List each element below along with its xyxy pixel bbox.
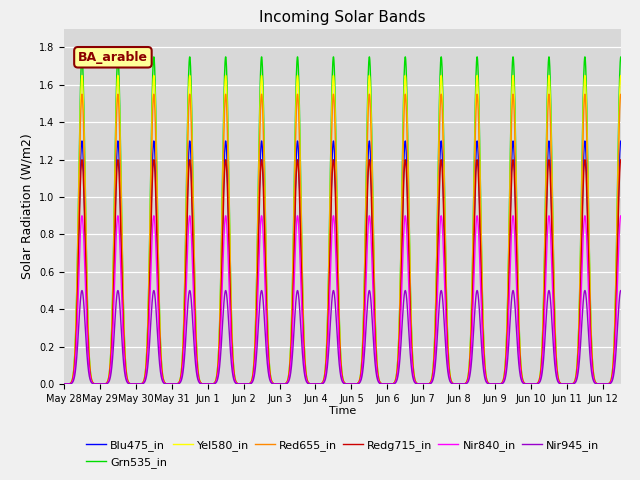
Blu475_in bbox=[318, 381, 326, 386]
Nir945_in bbox=[60, 381, 68, 387]
Nir945_in bbox=[209, 381, 217, 387]
Redg715_in bbox=[318, 381, 326, 386]
Nir945_in bbox=[78, 288, 86, 293]
Blu475_in bbox=[635, 381, 640, 387]
Nir945_in bbox=[237, 381, 244, 387]
Red655_in bbox=[318, 381, 326, 386]
Red655_in bbox=[561, 381, 569, 387]
Blu475_in bbox=[561, 381, 569, 387]
Nir840_in bbox=[60, 381, 68, 387]
Line: Nir945_in: Nir945_in bbox=[64, 290, 639, 384]
Red655_in bbox=[492, 381, 499, 387]
Line: Nir840_in: Nir840_in bbox=[64, 216, 639, 384]
Redg715_in bbox=[81, 204, 88, 209]
Redg715_in bbox=[209, 381, 217, 387]
Nir945_in bbox=[561, 381, 569, 387]
Line: Redg715_in: Redg715_in bbox=[64, 160, 639, 384]
Yel580_in bbox=[60, 381, 68, 387]
Nir840_in bbox=[561, 381, 569, 387]
X-axis label: Time: Time bbox=[329, 407, 356, 417]
Y-axis label: Solar Radiation (W/m2): Solar Radiation (W/m2) bbox=[20, 133, 33, 279]
Blu475_in bbox=[78, 138, 86, 144]
Redg715_in bbox=[561, 381, 569, 387]
Nir840_in bbox=[209, 381, 217, 387]
Redg715_in bbox=[78, 157, 86, 163]
Grn535_in bbox=[60, 381, 68, 387]
Redg715_in bbox=[237, 381, 244, 387]
Yel580_in bbox=[492, 381, 499, 387]
Red655_in bbox=[60, 381, 68, 387]
Title: Incoming Solar Bands: Incoming Solar Bands bbox=[259, 10, 426, 25]
Red655_in bbox=[635, 381, 640, 387]
Nir945_in bbox=[492, 381, 499, 387]
Redg715_in bbox=[635, 381, 640, 387]
Line: Red655_in: Red655_in bbox=[64, 94, 639, 384]
Nir945_in bbox=[318, 381, 326, 387]
Nir840_in bbox=[492, 381, 499, 387]
Red655_in bbox=[209, 381, 217, 387]
Grn535_in bbox=[78, 54, 86, 60]
Yel580_in bbox=[78, 72, 86, 78]
Nir945_in bbox=[81, 307, 88, 313]
Grn535_in bbox=[318, 381, 326, 386]
Redg715_in bbox=[492, 381, 499, 387]
Yel580_in bbox=[237, 381, 244, 387]
Grn535_in bbox=[635, 381, 640, 387]
Grn535_in bbox=[209, 381, 217, 387]
Line: Yel580_in: Yel580_in bbox=[64, 75, 639, 384]
Yel580_in bbox=[209, 381, 217, 387]
Line: Grn535_in: Grn535_in bbox=[64, 57, 639, 384]
Nir840_in bbox=[81, 248, 88, 253]
Red655_in bbox=[78, 91, 86, 97]
Yel580_in bbox=[81, 137, 88, 143]
Blu475_in bbox=[81, 189, 88, 194]
Nir840_in bbox=[78, 213, 86, 218]
Grn535_in bbox=[237, 381, 244, 387]
Red655_in bbox=[81, 152, 88, 157]
Redg715_in bbox=[60, 381, 68, 387]
Yel580_in bbox=[635, 381, 640, 387]
Blu475_in bbox=[492, 381, 499, 387]
Blu475_in bbox=[60, 381, 68, 387]
Text: BA_arable: BA_arable bbox=[78, 51, 148, 64]
Grn535_in bbox=[561, 381, 569, 387]
Nir840_in bbox=[237, 381, 244, 387]
Nir945_in bbox=[635, 381, 640, 387]
Blu475_in bbox=[237, 381, 244, 387]
Grn535_in bbox=[81, 122, 88, 128]
Blu475_in bbox=[209, 381, 217, 387]
Nir840_in bbox=[635, 381, 640, 387]
Line: Blu475_in: Blu475_in bbox=[64, 141, 639, 384]
Yel580_in bbox=[561, 381, 569, 387]
Nir840_in bbox=[318, 381, 326, 386]
Legend: Blu475_in, Grn535_in, Yel580_in, Red655_in, Redg715_in, Nir840_in, Nir945_in: Blu475_in, Grn535_in, Yel580_in, Red655_… bbox=[81, 436, 604, 472]
Grn535_in bbox=[492, 381, 499, 387]
Red655_in bbox=[237, 381, 244, 387]
Yel580_in bbox=[318, 381, 326, 386]
